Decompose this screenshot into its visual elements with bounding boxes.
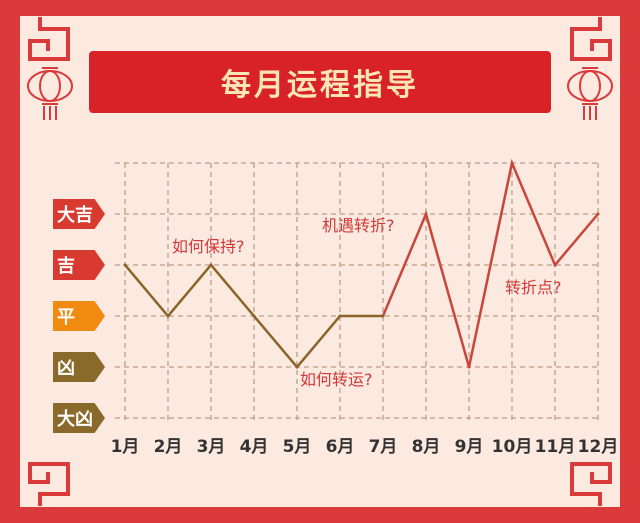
data-point bbox=[209, 263, 213, 267]
y-level-label: 凶 bbox=[53, 352, 105, 382]
x-tick-label: 2月 bbox=[153, 437, 183, 457]
x-tick-label: 4月 bbox=[239, 437, 269, 457]
data-point bbox=[553, 263, 557, 267]
x-tick-label: 1月 bbox=[110, 437, 140, 457]
corner-ornament-tr bbox=[570, 17, 612, 61]
y-level-label: 吉 bbox=[53, 250, 105, 280]
x-tick-label: 8月 bbox=[411, 437, 441, 457]
lantern-icon-right bbox=[567, 67, 613, 120]
x-tick-label: 7月 bbox=[368, 437, 398, 457]
data-point bbox=[338, 314, 342, 318]
x-tick-label: 6月 bbox=[325, 437, 355, 457]
x-tick-label: 3月 bbox=[196, 437, 226, 457]
data-point bbox=[166, 314, 170, 318]
data-point bbox=[510, 161, 514, 165]
data-point bbox=[381, 314, 385, 318]
x-tick-label: 9月 bbox=[454, 437, 484, 457]
annotation: 转折点? bbox=[505, 278, 562, 297]
x-tick-label: 12月 bbox=[577, 437, 619, 457]
data-point bbox=[252, 314, 256, 318]
x-tick-label: 11月 bbox=[534, 437, 576, 457]
data-point bbox=[467, 365, 471, 369]
data-point bbox=[424, 212, 428, 216]
corner-ornament-tl bbox=[28, 17, 70, 61]
lantern-icon-left bbox=[27, 67, 73, 120]
annotation: 如何转运? bbox=[300, 370, 373, 389]
series-line-late bbox=[381, 158, 599, 368]
data-point bbox=[295, 365, 299, 369]
y-level-label: 大吉 bbox=[53, 199, 105, 229]
page-title: 每月运程指导 bbox=[89, 51, 551, 113]
data-point bbox=[123, 263, 127, 267]
y-level-label: 平 bbox=[53, 301, 105, 331]
annotation: 如何保持? bbox=[172, 237, 245, 256]
annotation: 机遇转折? bbox=[322, 216, 395, 235]
data-point bbox=[596, 212, 600, 216]
y-level-label: 大凶 bbox=[53, 403, 105, 433]
corner-ornament-br bbox=[570, 462, 612, 506]
x-tick-label: 10月 bbox=[491, 437, 533, 457]
corner-ornament-bl bbox=[28, 462, 70, 506]
x-tick-label: 5月 bbox=[282, 437, 312, 457]
